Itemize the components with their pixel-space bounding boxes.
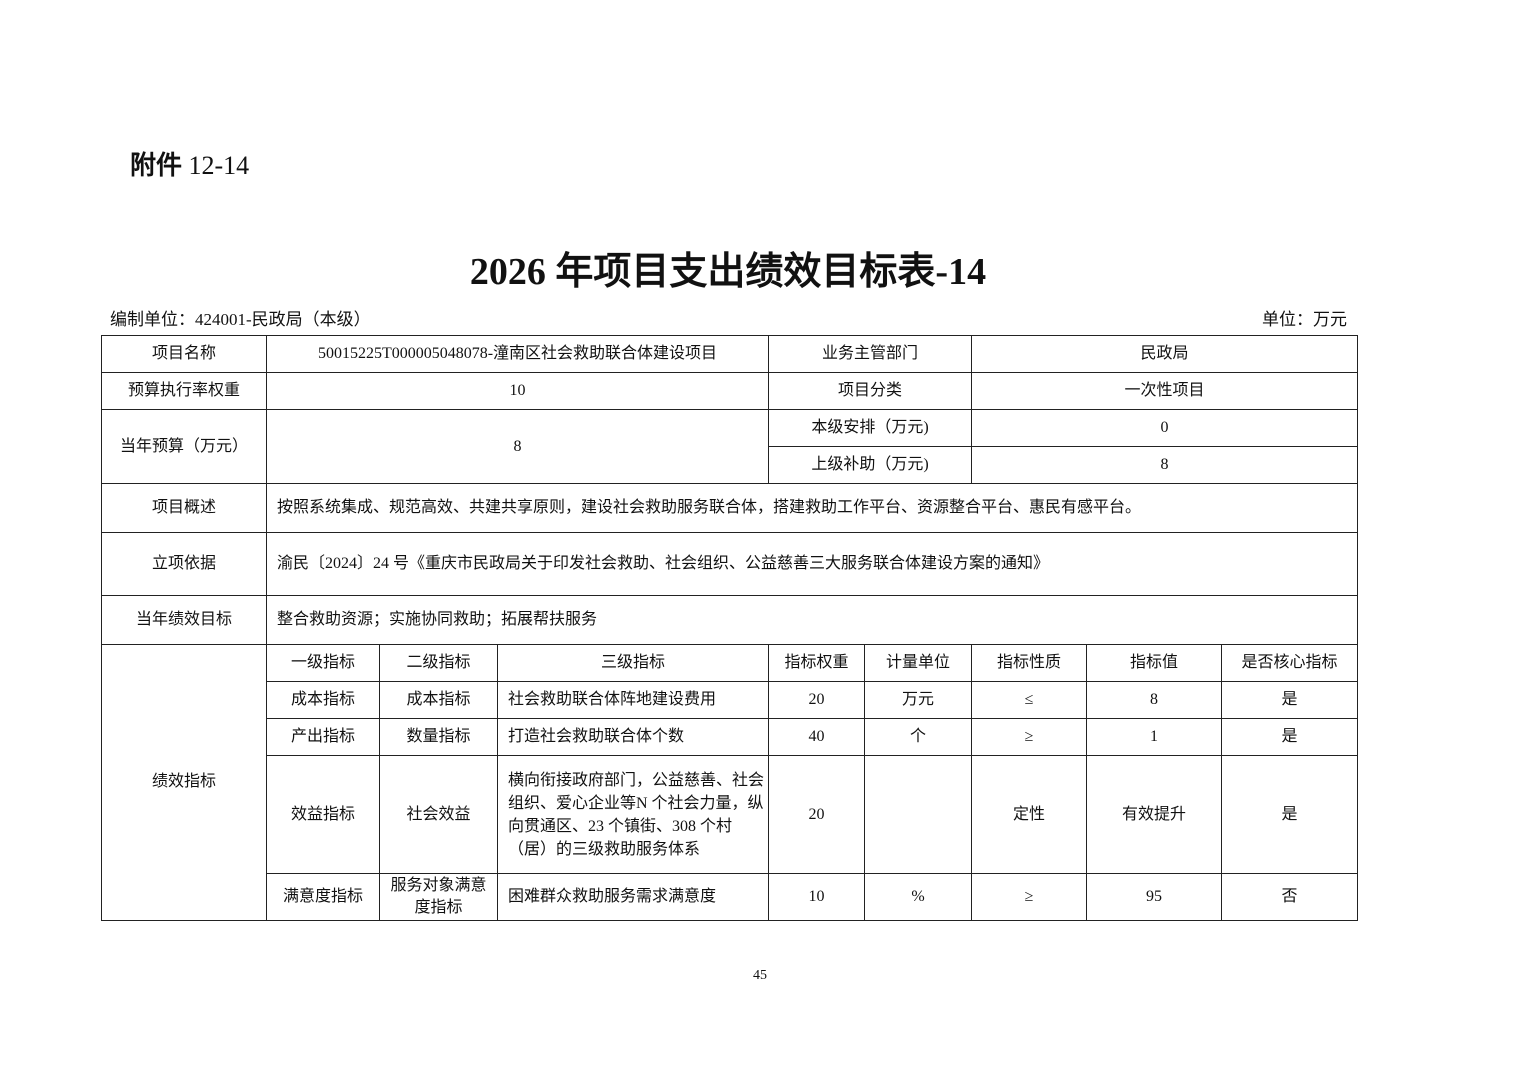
table-row: 当年绩效目标 整合救助资源；实施协同救助；拓展帮扶服务 [101,595,1359,645]
local-label: 本级安排（万元) [768,409,973,447]
overview-label: 项目概述 [101,483,267,533]
nature-cell: ≥ [971,873,1088,921]
project-name: 50015225T000005048078-潼南区社会救助联合体建设项目 [265,335,770,373]
header-cell: 三级指标 [496,644,770,682]
level2-cell: 数量指标 [379,718,498,756]
level3-cell: 横向衔接政府部门，公益慈善、社会组织、爱心企业等N 个社会力量，纵向贯通区、23… [496,755,770,874]
value-cell: 1 [1086,718,1223,756]
weight-cell: 20 [768,681,866,719]
level1-cell: 效益指标 [266,755,380,874]
indicator-row: 成本指标 成本指标 社会救助联合体阵地建设费用 20 万元 ≤ 8 是 [102,681,1359,719]
header-cell: 指标性质 [971,644,1088,682]
table-row: 立项依据 渝民〔2024〕24 号《重庆市民政局关于印发社会救助、社会组织、公益… [101,532,1359,596]
level3-cell: 社会救助联合体阵地建设费用 [496,681,770,719]
level2-cell: 社会效益 [379,755,498,874]
header-cell: 计量单位 [864,644,973,682]
unit-cell: 个 [864,718,973,756]
level3-cell: 打造社会救助联合体个数 [496,718,770,756]
dept-value: 民政局 [971,335,1359,373]
level1-cell: 满意度指标 [266,873,380,921]
budget-value: 8 [265,409,770,484]
performance-table: 项目名称 50015225T000005048078-潼南区社会救助联合体建设项… [101,335,1359,921]
table-row: 预算执行率权重 10 项目分类 一次性项目 [101,372,1359,410]
attachment-number: 12-14 [188,151,250,180]
core-cell: 否 [1221,873,1359,921]
level2-cell: 服务对象满意度指标 [379,873,498,921]
level2-cell: 成本指标 [379,681,498,719]
indicators-label: 绩效指标 [101,644,267,921]
weight-value: 10 [265,372,770,410]
compiler-unit: 编制单位：424001-民政局（本级） [110,310,371,329]
basis-value: 渝民〔2024〕24 号《重庆市民政局关于印发社会救助、社会组织、公益慈善三大服… [265,532,1359,596]
attachment-prefix: 附件 [130,151,183,180]
name-label: 项目名称 [101,335,267,373]
page-number: 45 [753,968,767,983]
budget-label: 当年预算（万元） [101,409,267,484]
core-cell: 是 [1221,755,1359,874]
weight-cell: 20 [768,755,866,874]
goal-value: 整合救助资源；实施协同救助；拓展帮扶服务 [265,595,1359,645]
table-row: 上级补助（万元) 8 [102,446,1359,484]
basis-label: 立项依据 [101,532,267,596]
core-cell: 是 [1221,718,1359,756]
weight-label: 预算执行率权重 [101,372,267,410]
weight-cell: 40 [768,718,866,756]
category-label: 项目分类 [768,372,973,410]
core-cell: 是 [1221,681,1359,719]
attachment-label: 附件 12-14 [130,145,249,182]
table-row: 项目概述 按照系统集成、规范高效、共建共享原则，建设社会救助服务联合体，搭建救助… [101,483,1359,533]
weight-cell: 10 [768,873,866,921]
table-row: 项目名称 50015225T000005048078-潼南区社会救助联合体建设项… [101,335,1359,373]
header-cell: 指标值 [1086,644,1223,682]
value-cell: 有效提升 [1086,755,1223,874]
goal-label: 当年绩效目标 [101,595,267,645]
currency-unit: 单位：万元 [1262,310,1347,329]
upper-value: 8 [971,446,1359,484]
indicator-row: 满意度指标 服务对象满意度指标 困难群众救助服务需求满意度 10 % ≥ 95 … [102,873,1359,921]
table-row: 当年预算（万元） 8 本级安排（万元) 0 [101,409,1359,484]
dept-label: 业务主管部门 [768,335,973,373]
unit-cell [864,755,973,874]
unit-cell: 万元 [864,681,973,719]
header-cell: 指标权重 [768,644,866,682]
nature-cell: ≥ [971,718,1088,756]
unit-cell: % [864,873,973,921]
level3-cell: 困难群众救助服务需求满意度 [496,873,770,921]
level1-cell: 产出指标 [266,718,380,756]
nature-cell: 定性 [971,755,1088,874]
nature-cell: ≤ [971,681,1088,719]
upper-label: 上级补助（万元) [768,446,973,484]
local-value: 0 [971,409,1359,447]
indicator-row: 产出指标 数量指标 打造社会救助联合体个数 40 个 ≥ 1 是 [102,718,1359,756]
overview-value: 按照系统集成、规范高效、共建共享原则，建设社会救助服务联合体，搭建救助工作平台、… [265,483,1359,533]
indicator-row: 效益指标 社会效益 横向衔接政府部门，公益慈善、社会组织、爱心企业等N 个社会力… [102,755,1359,874]
header-cell: 二级指标 [379,644,498,682]
level1-cell: 成本指标 [266,681,380,719]
header-cell: 是否核心指标 [1221,644,1359,682]
page-title: 2026 年项目支出绩效目标表-14 [469,251,987,293]
header-cell: 一级指标 [266,644,380,682]
value-cell: 8 [1086,681,1223,719]
category-value: 一次性项目 [971,372,1359,410]
value-cell: 95 [1086,873,1223,921]
indicator-header-row: 绩效指标 一级指标 二级指标 三级指标 指标权重 计量单位 指标性质 指标值 是… [101,644,1359,921]
